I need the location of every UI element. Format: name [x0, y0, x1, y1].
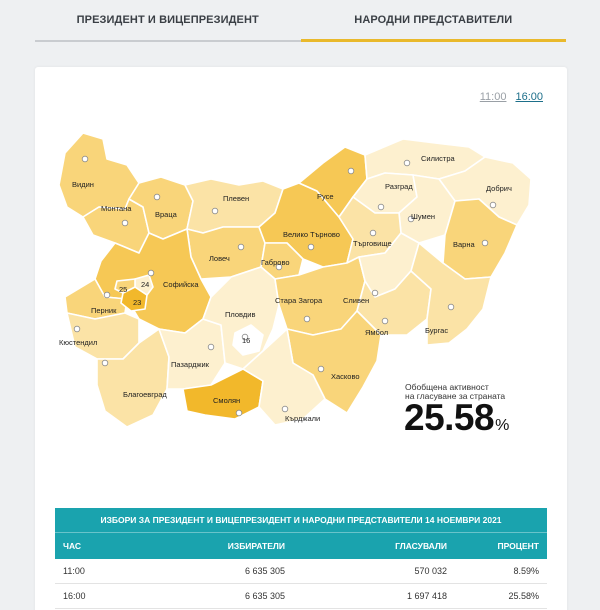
label-sliven: Сливен	[343, 296, 369, 305]
label-plovdiv: Пловдив	[225, 310, 255, 319]
tab-president[interactable]: ПРЕЗИДЕНТ И ВИЦЕПРЕЗИДЕНТ	[35, 0, 301, 42]
label-montana: Монтана	[101, 204, 132, 213]
city-dot-blagoevgrad	[101, 359, 109, 367]
activity-label-line1: Обобщена активност	[405, 382, 489, 392]
cell-voted: 570 032	[414, 566, 447, 576]
label-targovishte: Търговище	[353, 239, 392, 248]
city-dot-pazardzhik	[207, 343, 215, 351]
label-blagoevgrad: Благоевград	[123, 390, 167, 399]
label-lovech: Ловеч	[209, 254, 230, 263]
label-vidin: Видин	[72, 180, 94, 189]
city-dot-smolyan	[235, 409, 243, 417]
region-plovdiv-city[interactable]	[232, 324, 264, 356]
table-header-row: ЧАС ИЗБИРАТЕЛИ ГЛАСУВАЛИ ПРОЦЕНТ	[55, 532, 547, 559]
city-dot-gabrovo	[275, 263, 283, 271]
cell-voters: 6 635 305	[244, 591, 285, 601]
label-haskovo: Хасково	[331, 372, 360, 381]
bulgaria-turnout-map: Видин Монтана Враца Плевен Русе Силистра…	[58, 132, 532, 428]
city-dot-kyustendil	[73, 325, 81, 333]
label-sofia-23: 23	[133, 298, 141, 307]
cell-hour: 11:00	[63, 566, 85, 576]
label-pernik: Перник	[91, 306, 117, 315]
region-kyustendil[interactable]	[66, 312, 140, 360]
city-dot-kardzhali	[281, 405, 289, 413]
time-link-1100[interactable]: 11:00	[479, 91, 507, 103]
label-gabrovo: Габрово	[261, 258, 290, 267]
city-dot-veliko-tarnovo	[307, 243, 315, 251]
city-dot-montana	[121, 219, 129, 227]
city-dot-pleven	[211, 207, 219, 215]
table-title: ИЗБОРИ ЗА ПРЕЗИДЕНТ И ВИЦЕПРЕЗИДЕНТ И НА…	[55, 508, 547, 532]
region-varna[interactable]	[442, 198, 518, 280]
city-dot-shumen	[407, 215, 415, 223]
turnout-card: 11:00 16:00	[35, 67, 567, 610]
city-dot-burgas	[447, 303, 455, 311]
region-pazardzhik[interactable]	[158, 318, 226, 390]
cell-voters: 6 635 305	[244, 566, 285, 576]
city-dot-targovishte	[369, 229, 377, 237]
label-yambol: Ямбол	[365, 328, 388, 337]
column-header-hour: ЧАС	[63, 541, 82, 551]
label-stara-zagora: Стара Загора	[275, 296, 323, 305]
city-dot-sliven	[371, 289, 379, 297]
city-dot-razgrad	[377, 203, 385, 211]
cell-percent: 25.58%	[508, 591, 539, 601]
column-header-percent: ПРОЦЕНТ	[497, 541, 540, 551]
city-dot-silistra	[403, 159, 411, 167]
activity-number: 25.58	[404, 397, 495, 438]
region-sofia-25[interactable]	[114, 278, 136, 294]
label-shumen: Шумен	[411, 212, 435, 221]
city-dot-vratsa	[153, 193, 161, 201]
activity-label: Обобщена активност на гласуване за стран…	[405, 383, 505, 401]
activity-unit: %	[495, 417, 509, 434]
label-burgas: Бургас	[425, 326, 448, 335]
label-smolyan: Смолян	[213, 396, 240, 405]
label-kardzhali: Кърджали	[285, 414, 320, 423]
city-dot-dobrich	[489, 201, 497, 209]
cell-percent: 8.59%	[513, 566, 539, 576]
label-varna: Варна	[453, 240, 475, 249]
time-link-1600[interactable]: 16:00	[515, 91, 543, 103]
city-markers	[73, 155, 497, 417]
city-dot-ruse	[347, 167, 355, 175]
label-sofia-oblast: Софийска	[163, 280, 199, 289]
city-dot-yambol	[381, 317, 389, 325]
table-row: 16:00 6 635 305 1 697 418 25.58%	[55, 584, 547, 609]
label-dobrich: Добрич	[486, 184, 512, 193]
label-sofia-25: 25	[119, 285, 127, 294]
label-sofia-24: 24	[141, 280, 149, 289]
city-dot-varna	[481, 239, 489, 247]
column-header-voted: ГЛАСУВАЛИ	[395, 541, 447, 551]
label-ruse: Русе	[317, 192, 334, 201]
city-dot-stara-zagora	[303, 315, 311, 323]
label-kyustendil: Кюстендил	[59, 338, 97, 347]
label-plovdiv-city: 16	[242, 336, 250, 345]
city-dot-lovech	[237, 243, 245, 251]
cell-voted: 1 697 418	[406, 591, 447, 601]
tab-bar: ПРЕЗИДЕНТ И ВИЦЕПРЕЗИДЕНТ НАРОДНИ ПРЕДСТ…	[35, 0, 566, 42]
column-header-voters: ИЗБИРАТЕЛИ	[227, 541, 285, 551]
activity-value: 25.58%	[404, 397, 509, 439]
cell-hour: 16:00	[63, 591, 86, 601]
label-veliko-tarnovo: Велико Търново	[283, 230, 340, 239]
city-dot-haskovo	[317, 365, 325, 373]
city-dot-sofia-oblast	[147, 269, 155, 277]
turnout-table: ИЗБОРИ ЗА ПРЕЗИДЕНТ И ВИЦЕПРЕЗИДЕНТ И НА…	[55, 508, 547, 609]
label-silistra: Силистра	[421, 154, 456, 163]
activity-label-line2: на гласуване за страната	[405, 391, 506, 401]
city-dot-vidin	[81, 155, 89, 163]
label-pazardzhik: Пазарджик	[171, 360, 210, 369]
region-burgas[interactable]	[410, 242, 492, 346]
city-dot-pernik	[103, 291, 111, 299]
region-kardzhali[interactable]	[242, 328, 326, 426]
label-vratsa: Враца	[155, 210, 178, 219]
label-pleven: Плевен	[223, 194, 249, 203]
table-row: 11:00 6 635 305 570 032 8.59%	[55, 559, 547, 584]
label-razgrad: Разград	[385, 182, 413, 191]
city-dot-plovdiv	[241, 333, 249, 341]
time-selector: 11:00 16:00	[480, 91, 543, 103]
tab-parliament[interactable]: НАРОДНИ ПРЕДСТАВИТЕЛИ	[300, 0, 566, 42]
